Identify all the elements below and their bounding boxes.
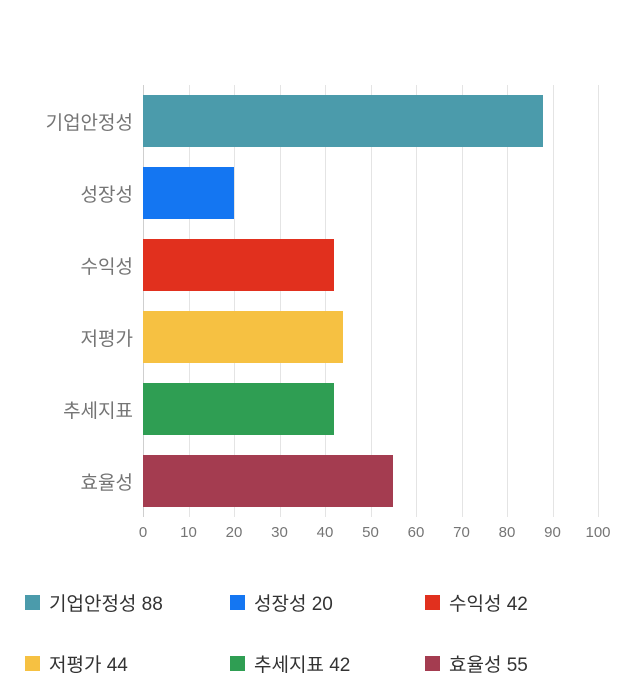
- legend-item: 저평가 44: [25, 650, 230, 677]
- bar-track: [143, 311, 598, 363]
- bar-track: [143, 95, 598, 147]
- bar-track: [143, 239, 598, 291]
- category-label: 성장성: [80, 184, 133, 206]
- legend-swatch-icon: [230, 595, 245, 610]
- chart-bar: [143, 383, 335, 435]
- chart-bar: [143, 167, 234, 219]
- chart-bar: [143, 239, 335, 291]
- legend-item: 추세지표 42: [230, 650, 425, 677]
- legend-label: 성장성 20: [254, 594, 333, 615]
- x-axis: 0 10 20 30 40 50 60 70 80 90 100: [139, 517, 611, 553]
- legend-swatch-icon: [425, 595, 440, 610]
- legend: 기업안정성 88 성장성 20 수익성 42 저평가 44 추세지표 42 효율성 55: [0, 589, 640, 677]
- chart-bar: [143, 311, 344, 363]
- chart-row: 수익성: [0, 229, 640, 301]
- chart-row: 추세지표: [0, 373, 640, 445]
- chart-row: 기업안정성: [0, 85, 640, 157]
- legend-item: 성장성 20: [230, 589, 425, 616]
- chart-bar: [143, 95, 544, 147]
- category-label: 수익성: [80, 256, 133, 278]
- x-tick-label: 80: [498, 524, 516, 541]
- category-label: 효율성: [80, 472, 133, 494]
- legend-label: 추세지표 42: [254, 655, 351, 676]
- chart-row: 성장성: [0, 157, 640, 229]
- chart-row: 저평가: [0, 301, 640, 373]
- x-tick-label: 60: [407, 524, 425, 541]
- category-label: 저평가: [80, 328, 133, 350]
- legend-swatch-icon: [425, 656, 440, 671]
- chart-row: 효율성: [0, 445, 640, 517]
- x-tick-label: 70: [453, 524, 470, 541]
- x-tick-label: 100: [585, 524, 611, 541]
- bar-track: [143, 455, 598, 507]
- legend-item: 효율성 55: [425, 650, 640, 677]
- x-tick-label: 30: [271, 524, 288, 541]
- legend-item: 기업안정성 88: [25, 589, 230, 616]
- chart-bar: [143, 455, 394, 507]
- legend-swatch-icon: [230, 656, 245, 671]
- bar-track: [143, 167, 598, 219]
- legend-swatch-icon: [25, 595, 40, 610]
- legend-label: 저평가 44: [49, 655, 128, 676]
- bar-track: [143, 383, 598, 435]
- legend-label: 효율성 55: [449, 655, 528, 676]
- x-tick-label: 90: [544, 524, 561, 541]
- x-tick-label: 40: [316, 524, 334, 541]
- legend-item: 수익성 42: [425, 589, 640, 616]
- x-tick-label: 20: [225, 524, 243, 541]
- category-label: 추세지표: [63, 400, 133, 422]
- legend-label: 수익성 42: [449, 594, 528, 615]
- x-tick-label: 0: [138, 524, 148, 541]
- x-tick-label: 50: [362, 524, 379, 541]
- x-tick-label: 10: [180, 524, 197, 541]
- category-label: 기업안정성: [45, 112, 133, 134]
- legend-label: 기업안정성 88: [49, 594, 163, 615]
- legend-swatch-icon: [25, 656, 40, 671]
